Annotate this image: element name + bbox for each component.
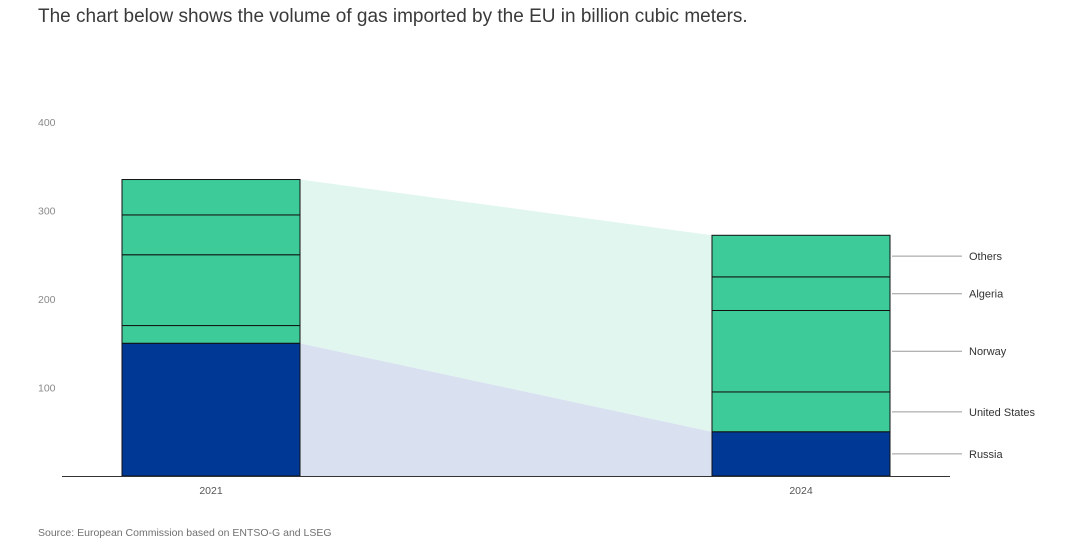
legend-label-norway: Norway (969, 346, 1007, 358)
band-russia (300, 343, 712, 476)
bar-2024-algeria (711, 276, 891, 312)
bar-2021-russia (121, 342, 301, 477)
y-tick-300: 300 (38, 206, 56, 218)
x-axis-labels: 2021 2024 (199, 485, 813, 497)
bar-2021-united-states (121, 325, 301, 344)
y-tick-100: 100 (38, 383, 56, 395)
bar-2021-others (121, 179, 301, 216)
x-label-2021: 2021 (199, 485, 223, 497)
x-label-2024: 2024 (789, 485, 813, 497)
bar-2024-others (711, 234, 891, 278)
source-note: Source: European Commission based on ENT… (38, 527, 332, 539)
legend-label-algeria: Algeria (969, 289, 1004, 301)
legend-label-russia: Russia (969, 449, 1004, 461)
bar-2024-norway (711, 310, 891, 393)
bar-2024-united-states (711, 391, 891, 433)
legend-label-united-states: United States (969, 407, 1036, 419)
bar-2021-algeria (121, 214, 301, 256)
bar-2021-norway (121, 254, 301, 327)
chart-title: The chart below shows the volume of gas … (38, 6, 748, 27)
legend-label-others: Others (969, 251, 1003, 263)
y-tick-200: 200 (38, 294, 56, 306)
y-axis-ticks: 100 200 300 400 (38, 117, 56, 395)
bar-2024-russia (711, 431, 891, 477)
y-tick-400: 400 (38, 117, 56, 129)
legend: Russia United States Norway Algeria Others (892, 251, 1036, 461)
connecting-bands (300, 179, 712, 476)
bars (121, 179, 891, 477)
band-united-states (300, 179, 712, 432)
